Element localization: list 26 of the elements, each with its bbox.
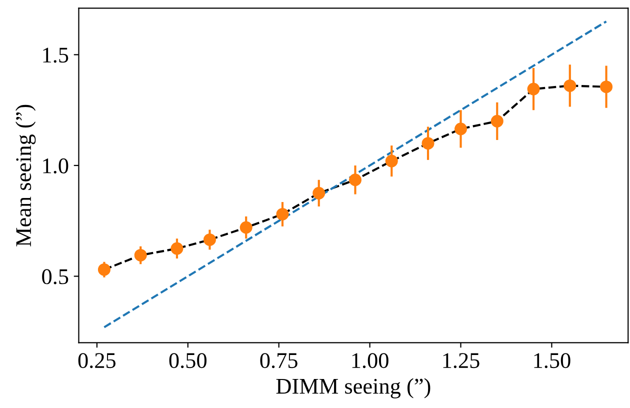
y-tick-label: 1.5	[43, 48, 68, 63]
point	[170, 242, 184, 255]
point	[422, 137, 434, 150]
point	[385, 154, 398, 168]
x-tick-label: 1.50	[534, 353, 570, 368]
x-axis-title: DIMM seeing (”)	[276, 378, 430, 398]
y-tick-label: 1.0	[43, 158, 68, 174]
point	[134, 248, 147, 262]
point	[600, 80, 613, 94]
x-tick-label: 1.00	[352, 353, 388, 368]
point	[454, 122, 468, 136]
y-tick-label: 0.5	[42, 269, 68, 284]
point	[240, 221, 252, 234]
x-tick-label: 0.75	[260, 353, 298, 368]
x-tick-label: 1.25	[443, 353, 480, 368]
point	[527, 82, 540, 96]
point	[276, 208, 289, 220]
point	[98, 263, 110, 276]
point	[490, 114, 504, 128]
x-tick-label: 0.50	[169, 353, 206, 368]
y-axis-title: Mean seeing (”)	[15, 104, 36, 246]
point	[203, 233, 216, 246]
x-tick-label: 0.25	[78, 353, 116, 368]
point	[564, 79, 576, 92]
point	[349, 174, 362, 186]
point	[312, 186, 326, 200]
